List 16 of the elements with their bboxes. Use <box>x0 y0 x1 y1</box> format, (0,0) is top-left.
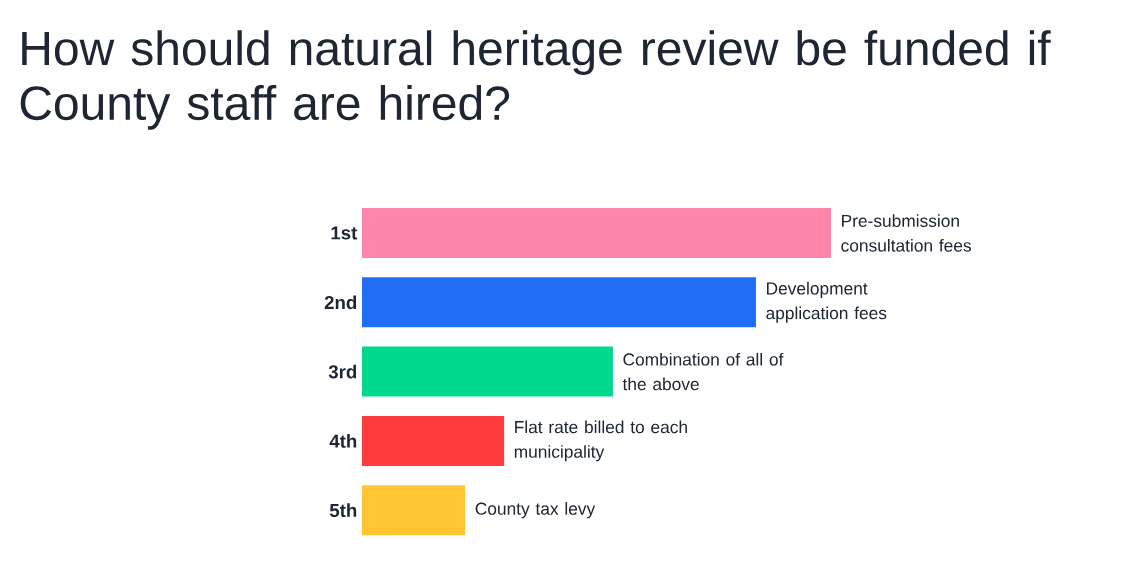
y-tick-label: 1st <box>331 226 358 240</box>
y-tick-label: 4th <box>329 434 357 448</box>
y-tick-label: 3rd <box>328 364 357 379</box>
y-tick-label: 2nd <box>324 295 357 310</box>
bar <box>362 277 756 328</box>
bar <box>362 415 505 466</box>
annotation: Pre-submission consultation fees <box>841 214 972 252</box>
bar <box>362 207 832 258</box>
bar <box>362 485 466 536</box>
annotation: Flat rate billed to each municipality <box>514 420 687 462</box>
chart-title: How should natural heritage review be funded if County staff are hired? <box>20 30 1051 130</box>
annotation: Combination of all of the above <box>622 352 784 391</box>
y-tick-label: 5th <box>329 503 357 518</box>
annotation: County tax levy <box>475 502 596 519</box>
bar <box>362 346 613 397</box>
annotation: Development application fees <box>766 281 887 323</box>
